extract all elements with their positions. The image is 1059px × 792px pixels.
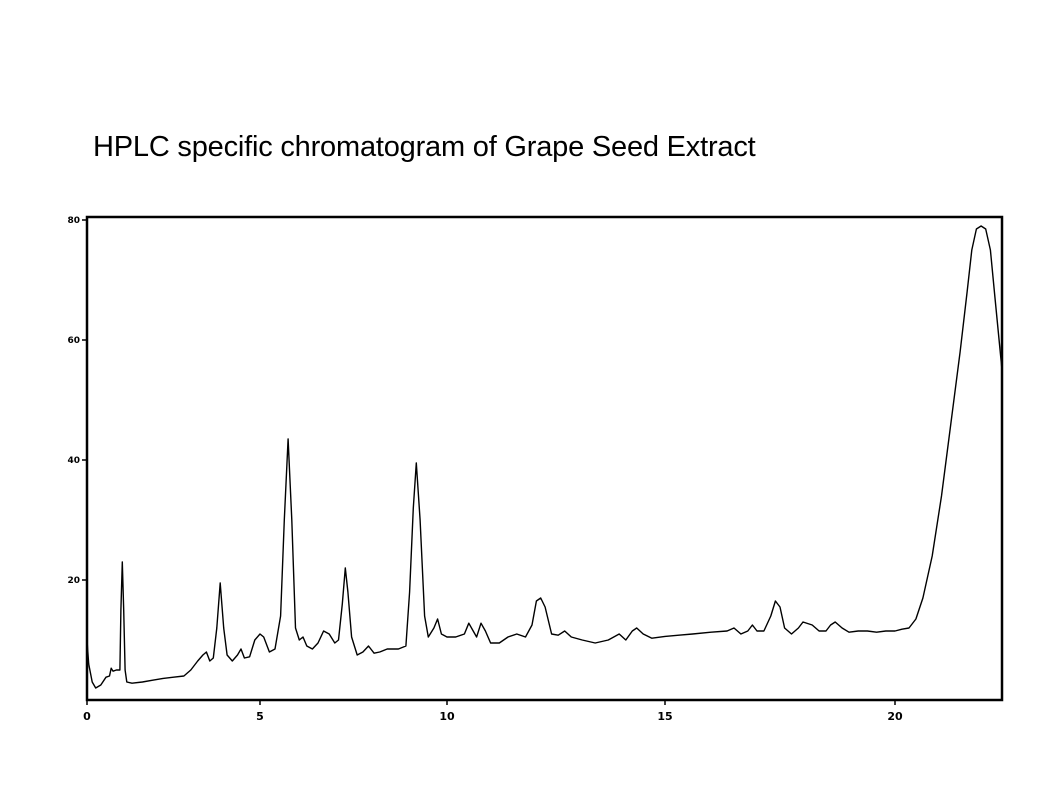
- x-tick-label: 10: [439, 710, 455, 723]
- chromatogram-trace: [86, 225, 1003, 689]
- x-tick-label: 0: [83, 710, 91, 723]
- y-tick-label: 80: [67, 216, 80, 226]
- x-tick-label: 20: [887, 710, 903, 723]
- y-tick-label: 20: [67, 576, 80, 586]
- chart-title: HPLC specific chromatogram of Grape Seed…: [93, 131, 756, 163]
- plot-frame: [85, 215, 1004, 702]
- y-tick-label: 40: [67, 456, 80, 466]
- x-tick-label: 5: [256, 710, 264, 723]
- axis-ticks: 20 40 60 80 0 5 10 15 20: [67, 216, 903, 723]
- y-tick-label: 60: [67, 336, 80, 346]
- x-tick-label: 15: [657, 710, 672, 723]
